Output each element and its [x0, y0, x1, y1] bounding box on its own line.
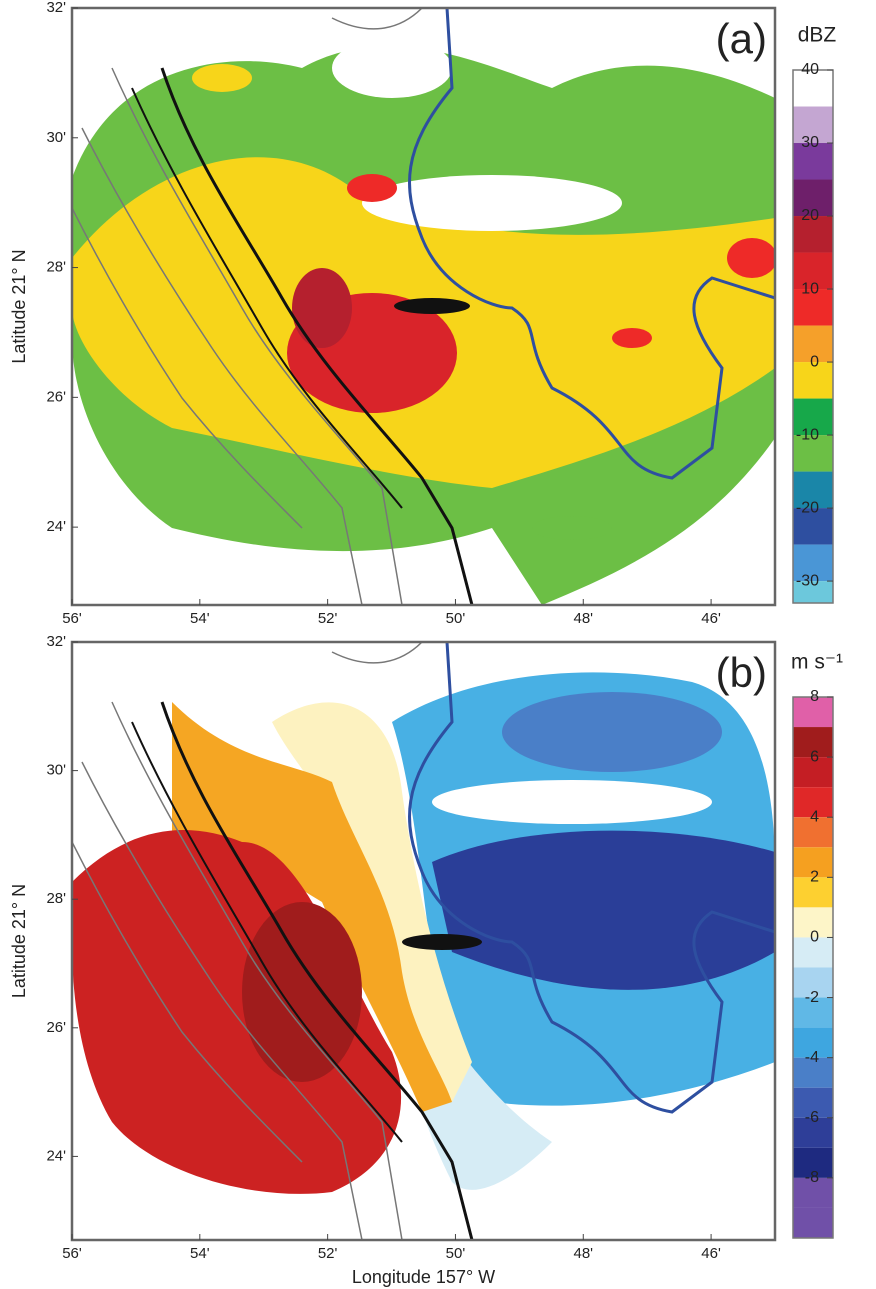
y-axis-label: Latitude 21° N [9, 249, 29, 363]
colorbar-segment [793, 544, 833, 582]
colorbar-segment [793, 1057, 833, 1088]
x-tick-label: 46' [701, 1245, 721, 1262]
colorbar-tick-label: -10 [796, 426, 819, 443]
x-tick-label: 50' [446, 1245, 466, 1262]
plot-frame [70, 640, 777, 1242]
colorbar-segment [793, 143, 833, 180]
y-tick-label: 26' [46, 1019, 66, 1036]
colorbar-segment [793, 967, 833, 998]
colorbar-tick-label: 8 [810, 688, 819, 705]
x-tick-label: 54' [190, 1245, 210, 1262]
x-tick-label: 48' [573, 610, 593, 627]
colorbar-label: m s⁻¹ [791, 651, 843, 674]
colorbar-segment [793, 817, 833, 848]
colorbar-tick-label: 40 [801, 61, 819, 78]
x-tick-label: 56' [62, 1245, 82, 1262]
plot-frame [70, 6, 777, 607]
colorbar-tick-label: 0 [810, 929, 819, 946]
y-tick-label: 32' [46, 633, 66, 650]
colorbar-segment [793, 106, 833, 144]
colorbar-segment [793, 727, 833, 758]
colorbar-segment [793, 697, 833, 728]
colorbar [793, 697, 833, 1238]
colorbar-segment [793, 757, 833, 788]
radar-map-a [72, 8, 775, 605]
colorbar-segment [793, 1117, 833, 1148]
colorbar-tick-label: 30 [801, 134, 819, 151]
y-tick-label: 24' [46, 518, 66, 535]
colorbar-tick-label: 6 [810, 748, 819, 765]
colorbar-tick-label: 20 [801, 207, 819, 224]
colorbar-segment [793, 325, 833, 363]
colorbar-segment [793, 1177, 833, 1208]
colorbar-segment [793, 289, 833, 326]
colorbar-segment [793, 937, 833, 968]
colorbar-segment [793, 398, 833, 436]
colorbar-segment [793, 471, 833, 509]
colorbar-segment [793, 252, 833, 290]
x-tick-label: 54' [190, 610, 210, 627]
panel-label: (a) [716, 15, 767, 62]
colorbar-segment [793, 216, 833, 253]
colorbar-segment [793, 787, 833, 818]
colorbar-segment [793, 1027, 833, 1058]
colorbar-frame [792, 696, 834, 1239]
colorbar-tick-label: -4 [805, 1049, 819, 1066]
x-tick-label: 50' [446, 610, 466, 627]
colorbar-segment [793, 1087, 833, 1118]
x-tick-label: 56' [62, 610, 82, 627]
colorbar-tick-label: -30 [796, 572, 819, 589]
y-tick-label: 30' [46, 129, 66, 146]
colorbar-segment [793, 877, 833, 908]
y-tick-label: 32' [46, 0, 66, 16]
x-tick-label: 48' [573, 1245, 593, 1262]
y-tick-label: 26' [46, 388, 66, 405]
panel-label: (b) [716, 649, 767, 696]
colorbar-tick-label: 0 [810, 353, 819, 370]
colorbar-segment [793, 997, 833, 1028]
colorbar-segment [793, 362, 833, 399]
colorbar-tick-label: -20 [796, 499, 819, 516]
x-tick-label: 46' [701, 610, 721, 627]
colorbar-segment [793, 1207, 833, 1238]
colorbar-tick-label: -6 [805, 1109, 819, 1126]
radar-map-b [72, 642, 775, 1240]
colorbar-tick-label: 2 [810, 869, 819, 886]
x-tick-label: 52' [318, 610, 338, 627]
y-tick-label: 24' [46, 1147, 66, 1164]
x-axis-label: Longitude 157° W [352, 1267, 495, 1287]
colorbar-segment [793, 70, 833, 107]
colorbar-segment [793, 435, 833, 472]
y-tick-label: 28' [46, 890, 66, 907]
colorbar-tick-label: -2 [805, 989, 819, 1006]
y-tick-label: 28' [46, 259, 66, 276]
colorbar-segment [793, 508, 833, 545]
colorbar [793, 70, 833, 603]
y-axis-label: Latitude 21° N [9, 884, 29, 998]
colorbar-tick-label: 4 [810, 808, 819, 825]
colorbar-segment [793, 907, 833, 938]
colorbar-segment [793, 179, 833, 217]
x-tick-label: 52' [318, 1245, 338, 1262]
colorbar-segment [793, 1147, 833, 1178]
colorbar-segment [793, 847, 833, 878]
colorbar-frame [792, 69, 834, 604]
colorbar-tick-label: -8 [805, 1169, 819, 1186]
colorbar-segment [793, 581, 833, 603]
colorbar-tick-label: 10 [801, 280, 819, 297]
colorbar-label: dBZ [798, 24, 837, 47]
y-tick-label: 30' [46, 762, 66, 779]
